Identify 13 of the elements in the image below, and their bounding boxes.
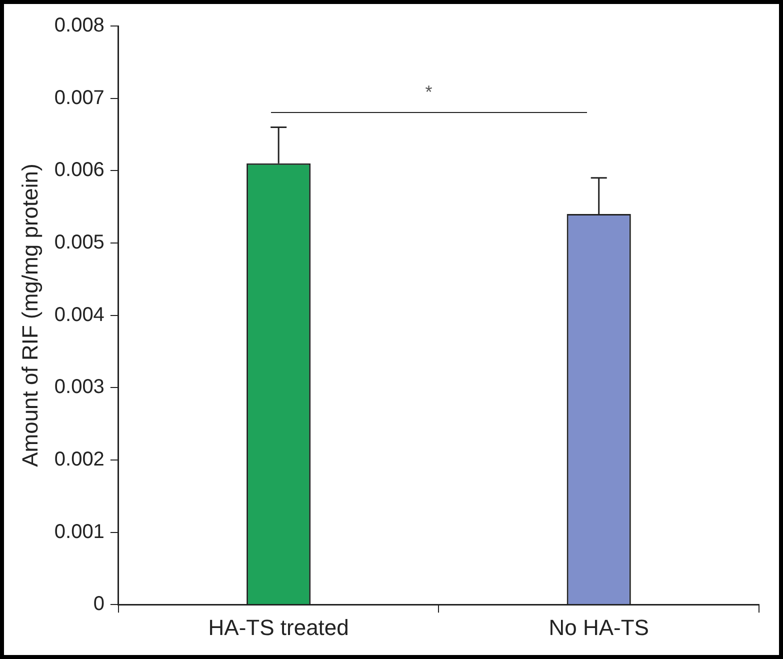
y-tick-label: 0 xyxy=(93,593,104,616)
y-tick-label: 0.003 xyxy=(54,376,104,398)
x-tick-label: No HA-TS xyxy=(548,614,649,640)
y-tick-label: 0.005 xyxy=(54,231,104,254)
y-tick-label: 0.006 xyxy=(54,159,104,182)
y-tick-label: 0.008 xyxy=(54,14,104,37)
y-axis-title: Amount of RIF (mg/mg protein) xyxy=(17,164,42,467)
x-tick-label: HA-TS treated xyxy=(208,614,349,640)
y-tick-label: 0.007 xyxy=(54,86,104,109)
y-tick-label: 0.001 xyxy=(54,520,104,543)
y-tick-label: 0.004 xyxy=(54,304,104,326)
annotation: * xyxy=(425,82,432,104)
y-tick-label: 0.002 xyxy=(54,448,104,470)
